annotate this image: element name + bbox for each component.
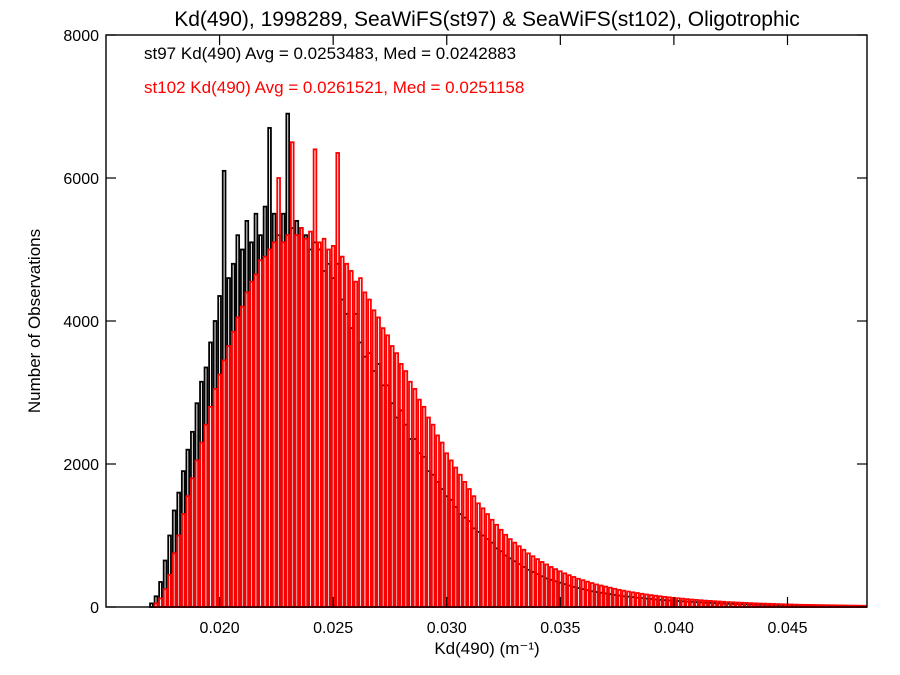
x-tick-label-2: 0.030 <box>427 620 467 637</box>
y-tick-label-1: 2000 <box>63 457 99 474</box>
x-axis-ticks: 0.020 0.025 0.030 0.035 0.040 0.045 <box>200 35 808 637</box>
chart-title: Kd(490), 1998289, SeaWiFS(st97) & SeaWiF… <box>174 8 800 31</box>
series-annotation-st102: st102 Kd(490) Avg = 0.0261521, Med = 0.0… <box>144 78 524 97</box>
x-tick-label-4: 0.040 <box>654 620 694 637</box>
x-tick-label-0: 0.020 <box>200 620 240 637</box>
x-tick-label-1: 0.025 <box>313 620 353 637</box>
y-tick-label-2: 4000 <box>63 314 99 331</box>
y-axis-ticks: 0 2000 4000 6000 8000 <box>63 28 867 617</box>
series-st102 <box>153 141 867 608</box>
x-axis-label: Kd(490) (m⁻¹) <box>434 639 539 658</box>
y-tick-label-0: 0 <box>90 600 99 617</box>
series-annotation-st97: st97 Kd(490) Avg = 0.0253483, Med = 0.02… <box>144 44 516 63</box>
y-axis-label: Number of Observations <box>25 229 44 413</box>
x-tick-label-3: 0.035 <box>540 620 580 637</box>
y-tick-label-4: 8000 <box>63 28 99 45</box>
y-tick-label-3: 6000 <box>63 171 99 188</box>
x-tick-label-5: 0.045 <box>767 620 807 637</box>
